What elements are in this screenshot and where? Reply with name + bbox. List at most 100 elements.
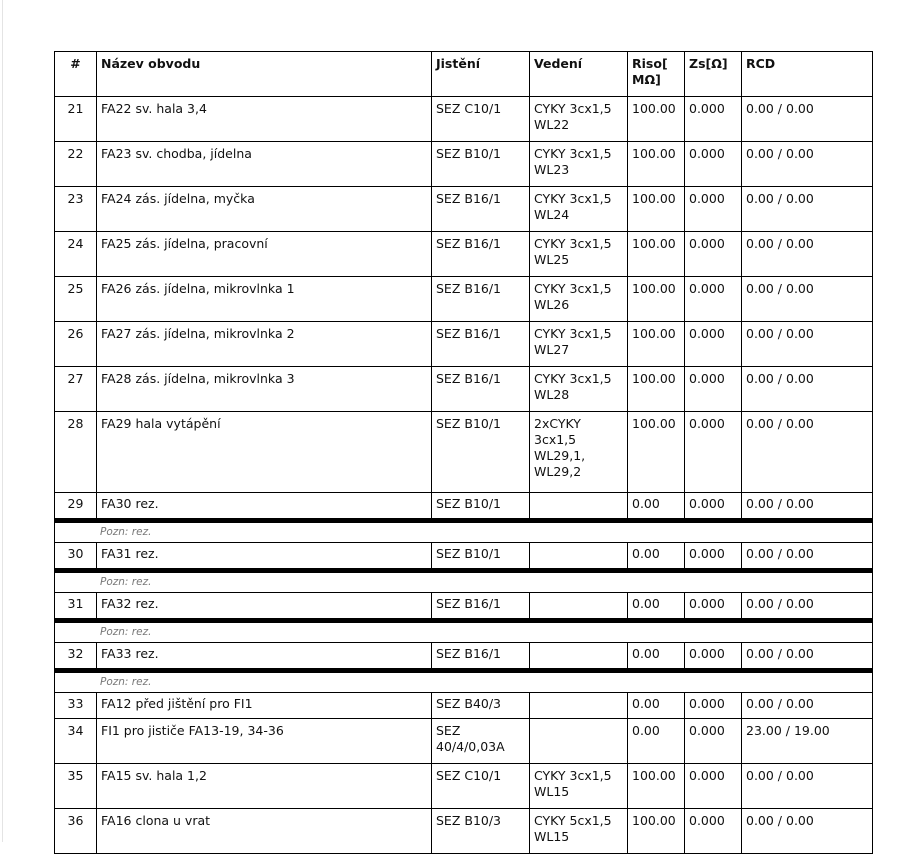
cell-breaker: SEZ B16/1 [431,231,530,277]
cell-breaker: SEZ B16/1 [431,366,530,412]
cell-number: 34 [54,718,97,764]
cell-riso: 100.00 [627,186,685,232]
note-row: Pozn: rez. [54,618,873,643]
cell-zs: 0.000 [684,718,742,764]
header-circuit-name: Název obvodu [96,51,432,97]
cell-zs: 0.000 [684,321,742,367]
cell-breaker: SEZ C10/1 [431,96,530,142]
cell-rcd: 0.00 / 0.00 [741,321,873,367]
cell-circuit-name: FA12 před jištění pro FI1 [96,692,432,719]
cell-cable: CYKY 3cx1,5 WL22 [529,96,628,142]
cell-breaker: SEZ B16/1 [431,186,530,232]
note-row: Pozn: rez. [54,668,873,693]
cell-circuit-name: FI1 pro jističe FA13-19, 34-36 [96,718,432,764]
cell-cable: CYKY 3cx1,5 WL25 [529,231,628,277]
cell-breaker: SEZ B10/1 [431,542,530,571]
cell-breaker: SEZ B16/1 [431,642,530,671]
cell-circuit-name: FA31 rez. [96,542,432,571]
cell-circuit-name: FA23 sv. chodba, jídelna [96,141,432,187]
cell-riso: 100.00 [627,321,685,367]
cell-riso: 100.00 [627,763,685,809]
note-row: Pozn: rez. [54,568,873,593]
cell-rcd: 0.00 / 0.00 [741,366,873,412]
cell-rcd: 0.00 / 0.00 [741,808,873,854]
cell-zs: 0.000 [684,642,742,671]
table-row: 34 FI1 pro jističe FA13-19, 34-36 SEZ 40/4… [54,718,873,764]
cell-breaker: SEZ B16/1 [431,592,530,621]
cell-cable: CYKY 3cx1,5 WL27 [529,321,628,367]
cell-rcd: 0.00 / 0.00 [741,692,873,719]
cell-zs: 0.000 [684,366,742,412]
table-row: 24 FA25 zás. jídelna, pracovní SEZ B16/1 CY… [54,231,873,277]
cell-number: 21 [54,96,97,142]
cell-zs: 0.000 [684,808,742,854]
cell-cable [529,492,628,521]
cell-cable: 2xCYKY 3cx1,5 WL29,1, WL29,2 [529,411,628,493]
table-row: 35 FA15 sv. hala 1,2 SEZ C10/1 CYKY 3cx1,5 … [54,763,873,809]
note-text: Pozn: rez. [54,568,873,593]
cell-cable [529,718,628,764]
cell-zs: 0.000 [684,492,742,521]
cell-circuit-name: FA22 sv. hala 3,4 [96,96,432,142]
header-row: # Název obvodu Jistění Vedení Riso[ MΩ] … [54,51,873,97]
cell-breaker: SEZ B16/1 [431,321,530,367]
cell-zs: 0.000 [684,276,742,322]
cell-circuit-name: FA30 rez. [96,492,432,521]
cell-riso: 0.00 [627,642,685,671]
cell-breaker: SEZ B10/1 [431,141,530,187]
cell-zs: 0.000 [684,692,742,719]
cell-cable: CYKY 5cx1,5 WL15 [529,808,628,854]
cell-riso: 100.00 [627,231,685,277]
cell-riso: 100.00 [627,411,685,493]
table-row: 32 FA33 rez. SEZ B16/1 0.00 0.000 0.00 / 0.00 [54,642,873,671]
cell-number: 31 [54,592,97,621]
table-row: 29 FA30 rez. SEZ B10/1 0.00 0.000 0.00 / 0.00 [54,492,873,521]
cell-circuit-name: FA27 zás. jídelna, mikrovlnka 2 [96,321,432,367]
cell-riso: 100.00 [627,276,685,322]
note-text: Pozn: rez. [54,518,873,543]
cell-rcd: 0.00 / 0.00 [741,96,873,142]
cell-circuit-name: FA28 zás. jídelna, mikrovlnka 3 [96,366,432,412]
cell-riso: 100.00 [627,808,685,854]
header-number: # [54,51,97,97]
cell-cable [529,542,628,571]
cell-cable: CYKY 3cx1,5 WL24 [529,186,628,232]
table-row: 21 FA22 sv. hala 3,4 SEZ C10/1 CYKY 3cx1,5 … [54,96,873,142]
cell-cable [529,592,628,621]
cell-cable [529,642,628,671]
header-zs: Zs[Ω] [684,51,742,97]
cell-breaker: SEZ B10/3 [431,808,530,854]
cell-number: 36 [54,808,97,854]
cell-breaker: SEZ B10/1 [431,411,530,493]
cell-rcd: 0.00 / 0.00 [741,411,873,493]
cell-number: 24 [54,231,97,277]
table-row: 36 FA16 clona u vrat SEZ B10/3 CYKY 5cx1,5 … [54,808,873,854]
cell-cable: CYKY 3cx1,5 WL15 [529,763,628,809]
table-row: 28 FA29 hala vytápění SEZ B10/1 2xCYKY 3cx1… [54,411,873,493]
cell-circuit-name: FA24 zás. jídelna, myčka [96,186,432,232]
cell-riso: 0.00 [627,592,685,621]
cell-riso: 100.00 [627,141,685,187]
header-rcd: RCD [741,51,873,97]
cell-circuit-name: FA32 rez. [96,592,432,621]
cell-zs: 0.000 [684,592,742,621]
cell-riso: 100.00 [627,96,685,142]
header-riso: Riso[ MΩ] [627,51,685,97]
header-breaker: Jistění [431,51,530,97]
cell-riso: 0.00 [627,718,685,764]
cell-breaker: SEZ C10/1 [431,763,530,809]
table-row: 23 FA24 zás. jídelna, myčka SEZ B16/1 CYKY … [54,186,873,232]
cell-number: 33 [54,692,97,719]
table-row: 26 FA27 zás. jídelna, mikrovlnka 2 SEZ B16… [54,321,873,367]
cell-number: 22 [54,141,97,187]
cell-rcd: 0.00 / 0.00 [741,492,873,521]
table-row: 31 FA32 rez. SEZ B16/1 0.00 0.000 0.00 / 0.00 [54,592,873,621]
cell-zs: 0.000 [684,231,742,277]
cell-zs: 0.000 [684,96,742,142]
cell-breaker: SEZ B16/1 [431,276,530,322]
cell-zs: 0.000 [684,542,742,571]
cell-number: 27 [54,366,97,412]
cell-cable [529,692,628,719]
cell-number: 26 [54,321,97,367]
page-edge [2,0,3,842]
